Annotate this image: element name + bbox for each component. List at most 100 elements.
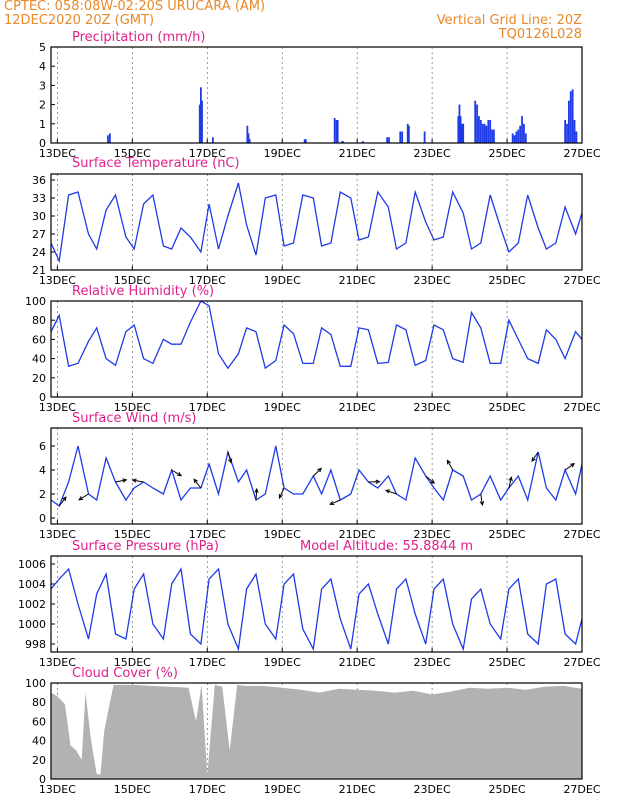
precip-bar (489, 119, 492, 143)
precip-bar (481, 123, 484, 143)
wind-arrow-head (254, 487, 259, 493)
pressure-line (51, 567, 582, 652)
humidity-ytick-label: 40 (32, 353, 46, 366)
wind-ytick-label: 6 (39, 440, 46, 453)
cloud-xtick-label: 17DEC (189, 783, 226, 796)
precip-xtick-label: 23DEC (414, 147, 451, 160)
precip-bar (457, 116, 460, 143)
wind-arrow (446, 460, 454, 471)
temperature-panel: 21 24 27 30 33 36 13DEC 15DEC 17DEC 19DEC 21DEC 23D… (32, 173, 601, 287)
precip-bar (476, 104, 478, 143)
cloud-ytick-label: 60 (32, 715, 46, 728)
temperature-ytick-label: 27 (32, 228, 46, 241)
precip-bar (478, 116, 480, 143)
wind-title: Surface Wind (m/s) (72, 411, 197, 426)
cloud-title: Cloud Cover (%) (72, 666, 178, 681)
wind-arrow-head (177, 472, 183, 477)
wind-arrow (312, 467, 322, 477)
humidity-xtick-label: 23DEC (414, 401, 451, 414)
precip-frame (50, 46, 583, 144)
precip-bar (461, 123, 463, 143)
humidity-xtick-label: 27DEC (563, 401, 600, 414)
temperature-ytick-label: 30 (32, 210, 46, 223)
wind-arrow (531, 451, 539, 462)
temperature-xtick-label: 21DEC (339, 274, 376, 287)
precip-bar (201, 100, 203, 143)
wind-arrow (227, 451, 232, 463)
pressure-xtick-label: 17DEC (189, 656, 226, 669)
wind-xtick-label: 21DEC (339, 528, 376, 541)
wind-line (51, 445, 582, 508)
precip-bar (483, 123, 486, 143)
precip-bar (521, 116, 523, 143)
wind-arrow-head (385, 489, 391, 494)
precip-bar (485, 125, 488, 143)
precip-bar (386, 137, 389, 143)
wind-arrow-head (131, 478, 137, 483)
temperature-xtick-label: 27DEC (563, 274, 600, 287)
humidity-ytick-label: 60 (32, 333, 46, 346)
temperature-xtick-label: 25DEC (488, 274, 525, 287)
precip-bar (388, 137, 390, 143)
precip-bar (462, 123, 465, 143)
temperature-xtick-label: 17DEC (189, 274, 226, 287)
wind-xtick-label: 25DEC (488, 528, 525, 541)
precip-bar (459, 116, 462, 143)
humidity-ytick-label: 20 (32, 372, 46, 385)
precip-bar (474, 100, 477, 143)
precip-bar (479, 119, 482, 143)
cloud-xtick-label: 19DEC (264, 783, 301, 796)
wind-arrow-head (329, 500, 335, 505)
humidity-line (51, 301, 582, 370)
cloud-ytick-label: 20 (32, 754, 46, 767)
pressure-panel: 998 1000 1002 1004 1006 13DEC 15DEC 17DEC 19DEC 2… (18, 555, 601, 669)
cloud-frame (50, 682, 583, 780)
temperature-ytick-label: 24 (32, 246, 46, 259)
cloud-ytick-label: 0 (39, 773, 46, 786)
wind-xtick-label: 17DEC (189, 528, 226, 541)
precip-bar (336, 119, 339, 143)
precip-bar (423, 131, 426, 143)
precip-bar (333, 118, 336, 143)
wind-arrow (78, 493, 89, 501)
wind-arrow-head (508, 476, 513, 482)
wind-panel: 0 2 4 6 13DEC 15DEC 17DEC 19DEC 21DEC 23DEC 25DEC 2… (39, 427, 601, 541)
cloud-xtick-label: 23DEC (414, 783, 451, 796)
cloud-xtick-label: 21DEC (339, 783, 376, 796)
precip-bar (407, 125, 410, 143)
pressure-xtick-label: 19DEC (264, 656, 301, 669)
precip-bar (303, 139, 306, 143)
precip-bar (342, 141, 344, 143)
precip-bar (491, 129, 493, 143)
temperature-ytick-label: 33 (32, 192, 46, 205)
precip-ytick-label: 0 (39, 137, 46, 150)
precip-bar (458, 104, 461, 143)
wind-xtick-label: 27DEC (563, 528, 600, 541)
precip-bar (513, 135, 516, 143)
precip-bar (575, 131, 578, 143)
wind-arrow-head (193, 478, 198, 484)
cloud-xtick-label: 27DEC (563, 783, 600, 796)
precip-bar (211, 137, 214, 143)
cloud-cover-area (51, 684, 582, 779)
pressure-xtick-label: 27DEC (563, 656, 600, 669)
wind-arrow (115, 479, 127, 483)
wind-arrow (132, 479, 144, 483)
wind-arrow-head (570, 463, 576, 468)
precip-bar (247, 133, 250, 143)
temperature-xtick-label: 13DEC (39, 274, 76, 287)
wind-arrow-head (430, 479, 436, 484)
wind-xtick-label: 23DEC (414, 528, 451, 541)
wind-arrow (58, 496, 67, 507)
cloud-ytick-label: 100 (25, 677, 46, 690)
pressure-xtick-label: 13DEC (39, 656, 76, 669)
precip-bar (569, 91, 572, 143)
precip-ytick-label: 2 (39, 99, 46, 112)
precip-bar (517, 129, 520, 143)
precip-ytick-label: 4 (39, 60, 46, 73)
wind-arrow (564, 463, 575, 471)
wind-xtick-label: 15DEC (114, 528, 151, 541)
precip-xtick-label: 21DEC (339, 147, 376, 160)
temperature-line (51, 182, 582, 264)
